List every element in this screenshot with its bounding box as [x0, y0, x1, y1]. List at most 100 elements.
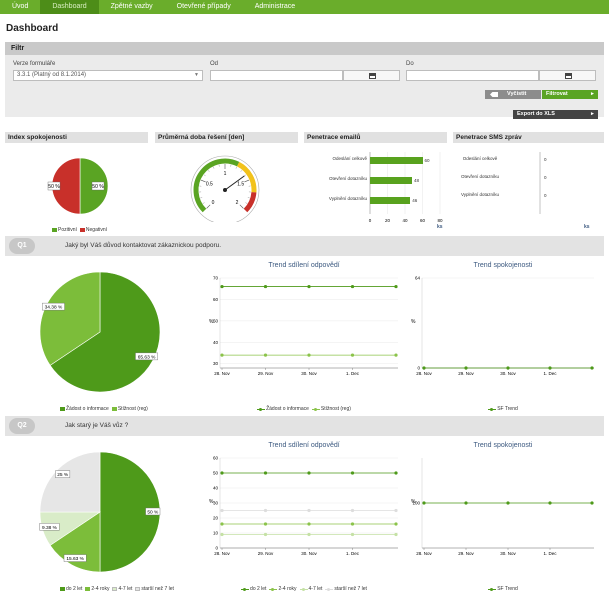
- series-point[interactable]: [307, 508, 311, 513]
- legend-item[interactable]: Stížnost (reg): [311, 406, 351, 412]
- series-point[interactable]: [350, 471, 355, 475]
- series-point[interactable]: [263, 284, 268, 289]
- satisfaction-legend: Pozitivní Negativní: [52, 227, 107, 233]
- email-x-tick: 0: [369, 218, 372, 223]
- version-select[interactable]: 3.3.1 (Platný od 8.1.2014) ▼: [13, 70, 203, 81]
- series-point[interactable]: [590, 501, 594, 505]
- series-point[interactable]: [350, 284, 355, 289]
- legend-item[interactable]: starší než 7 let: [325, 586, 367, 592]
- legend-item[interactable]: Žádost o informace: [60, 406, 109, 412]
- series-point[interactable]: [464, 501, 468, 505]
- trend-legend: do 2 let 2-4 roky 4-7 let starší než 7 let: [206, 586, 402, 592]
- email-category-label: Vyplnění dotazníku: [328, 196, 367, 201]
- series-point[interactable]: [394, 522, 398, 526]
- question-bar: Q2 Jak starý je Váš vůz ?: [5, 416, 604, 436]
- gauge-tick: [200, 197, 203, 199]
- to-date-input[interactable]: [406, 70, 539, 81]
- legend-item[interactable]: Stížnost (reg): [111, 406, 148, 412]
- series-point[interactable]: [394, 532, 398, 537]
- series-point[interactable]: [307, 353, 311, 357]
- email-x-tick: 40: [402, 218, 408, 223]
- series-point[interactable]: [464, 366, 468, 370]
- pie-data-label-box: [63, 554, 87, 562]
- series-point[interactable]: [263, 508, 268, 513]
- x-tick-label: 30. Nov: [301, 551, 317, 556]
- series-point[interactable]: [394, 284, 398, 289]
- from-date-input[interactable]: [210, 70, 343, 81]
- legend-item[interactable]: do 2 let: [241, 586, 266, 592]
- nav-dashboard[interactable]: Dashboard: [40, 0, 99, 14]
- export-xls-button[interactable]: Export do XLS ►: [513, 110, 598, 119]
- series-point[interactable]: [506, 501, 510, 505]
- legend-label: 2-4 roky: [278, 586, 297, 592]
- series-point[interactable]: [350, 353, 355, 357]
- series-point[interactable]: [350, 532, 355, 537]
- negative-data-label: 50 %: [48, 184, 60, 190]
- from-calendar-button[interactable]: [343, 70, 400, 81]
- series-point[interactable]: [307, 471, 311, 475]
- series-point[interactable]: [220, 353, 224, 357]
- series-point[interactable]: [220, 522, 224, 526]
- series-point[interactable]: [590, 366, 594, 370]
- series-point[interactable]: [263, 471, 268, 475]
- pie-data-label-box: [39, 523, 60, 531]
- series-point[interactable]: [307, 284, 311, 289]
- x-tick-label: 28. Nov: [416, 551, 432, 556]
- series-point[interactable]: [220, 532, 224, 537]
- legend-item[interactable]: 2-4 roky: [269, 586, 297, 592]
- series-point[interactable]: [220, 471, 224, 475]
- legend-item[interactable]: do 2 let: [60, 586, 82, 592]
- satisfaction-title: Index spokojenosti: [5, 132, 148, 143]
- series-point[interactable]: [548, 366, 552, 370]
- series-point[interactable]: [220, 284, 224, 289]
- pie-data-label: 25 %: [57, 472, 69, 478]
- email-bar: [370, 197, 411, 204]
- series-point[interactable]: [307, 522, 311, 526]
- nav-otevrene-pripady[interactable]: Otevřené případy: [176, 3, 231, 10]
- legend-label: 4-7 let: [308, 586, 323, 592]
- filter-button[interactable]: Filtrovat ►: [542, 90, 598, 99]
- series-point[interactable]: [422, 501, 426, 505]
- series-point[interactable]: [422, 366, 426, 370]
- to-calendar-button[interactable]: [539, 70, 596, 81]
- gauge-tick: [247, 197, 250, 199]
- trend-line-chart: 64 028. Nov 29. Nov 30. Nov 1. Dec%: [411, 276, 594, 376]
- y-tick-label: 100: [412, 501, 420, 506]
- satisfaction-pie-chart: 50 % 50 %: [47, 157, 109, 215]
- gauge-tick: [244, 179, 250, 183]
- series-point[interactable]: [220, 508, 224, 513]
- legend-item[interactable]: starší než 7 let: [135, 586, 174, 592]
- legend-item[interactable]: 2-4 roky: [85, 586, 109, 592]
- series-point[interactable]: [548, 501, 552, 505]
- series-point[interactable]: [350, 508, 355, 513]
- series-point[interactable]: [307, 532, 311, 537]
- question-badge: Q2: [9, 418, 35, 434]
- legend-label: starší než 7 let: [334, 586, 367, 592]
- series-point[interactable]: [394, 471, 398, 475]
- series-point[interactable]: [394, 353, 398, 357]
- series-point[interactable]: [350, 522, 355, 526]
- legend-item[interactable]: SF Trend: [488, 406, 518, 412]
- series-point[interactable]: [394, 508, 398, 513]
- nav-zpetne-vazby[interactable]: Zpětné vazby: [110, 3, 153, 10]
- question-badge: Q1: [9, 238, 35, 254]
- pie-data-label: 15.63 %: [66, 556, 84, 562]
- series-point[interactable]: [263, 532, 268, 537]
- series-point[interactable]: [263, 353, 268, 357]
- clear-button[interactable]: Vyčistit: [485, 90, 541, 99]
- series-point[interactable]: [506, 366, 510, 370]
- y-tick-label: 64: [415, 276, 421, 281]
- series-point[interactable]: [263, 522, 268, 526]
- legend-item[interactable]: 4-7 let: [112, 586, 132, 592]
- trend-chart-title: Trend spokojenosti: [473, 262, 533, 269]
- legend-item[interactable]: 4-7 let: [299, 586, 323, 592]
- gauge-tick: [239, 204, 244, 209]
- legend-label: do 2 let: [66, 586, 83, 592]
- y-tick-label: 20: [213, 516, 219, 521]
- pie-data-label-box: [135, 352, 158, 361]
- legend-item-positive: Pozitivní: [52, 227, 77, 233]
- nav-uvod[interactable]: Úvod: [12, 3, 29, 10]
- nav-administrace[interactable]: Administrace: [254, 3, 296, 10]
- legend-item[interactable]: SF Trend: [488, 586, 518, 592]
- legend-item[interactable]: Žádost o informace: [257, 406, 309, 412]
